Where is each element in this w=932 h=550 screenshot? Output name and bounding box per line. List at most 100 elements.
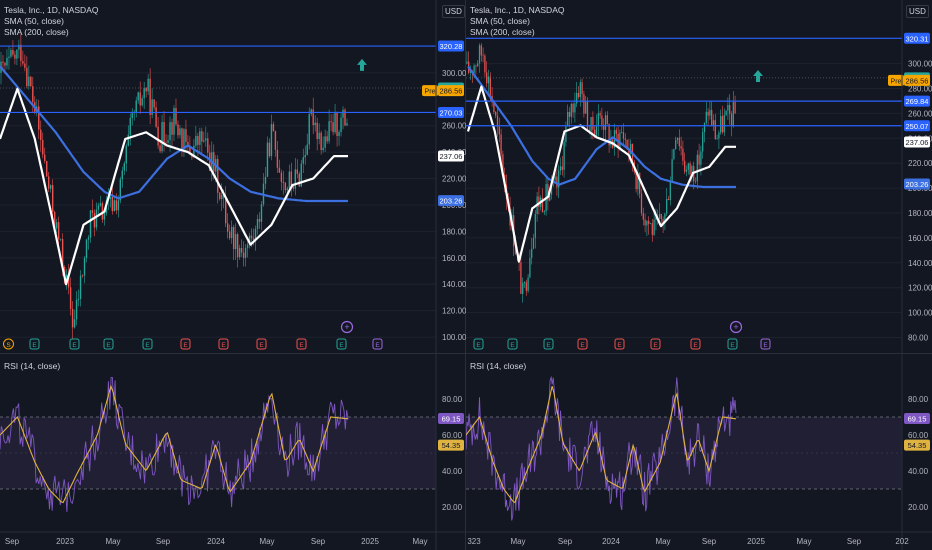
candle-body bbox=[71, 308, 74, 328]
rsi-badge-bg[interactable] bbox=[438, 413, 464, 425]
symbol-title[interactable]: Tesla, Inc., 1D, NASDAQ bbox=[470, 5, 565, 15]
pre-price-badge-bg[interactable] bbox=[904, 74, 930, 86]
candle-body bbox=[312, 109, 314, 126]
candle-body bbox=[682, 148, 684, 161]
sma50-line[interactable] bbox=[466, 85, 736, 263]
event-marker-icon[interactable] bbox=[29, 338, 40, 350]
candle-body bbox=[734, 101, 736, 114]
green-up-arrow-icon[interactable] bbox=[357, 58, 367, 71]
candle-body bbox=[588, 129, 590, 132]
candle-body bbox=[187, 141, 189, 147]
event-marker-icon[interactable] bbox=[296, 338, 307, 350]
sma200-legend[interactable]: SMA (200, close) bbox=[470, 27, 535, 37]
green-up-arrow-icon[interactable] bbox=[753, 70, 763, 83]
sma200-line[interactable] bbox=[0, 65, 348, 203]
pre-label-bg[interactable] bbox=[888, 74, 904, 86]
event-marker-letter: E bbox=[763, 342, 768, 349]
rsi-ma-badge-bg[interactable] bbox=[904, 439, 930, 451]
price-tick-label: 100.00 bbox=[908, 309, 932, 318]
event-marker-icon[interactable] bbox=[218, 338, 229, 350]
event-marker-icon[interactable] bbox=[372, 338, 383, 350]
price-tick-label: 100.00 bbox=[442, 333, 466, 342]
event-marker-icon[interactable] bbox=[507, 338, 518, 350]
candle-body bbox=[532, 237, 535, 249]
event-marker-icon[interactable] bbox=[690, 338, 701, 350]
event-marker-icon[interactable] bbox=[650, 338, 661, 350]
hline_mid-badge-bg[interactable] bbox=[904, 95, 930, 107]
rsi-legend[interactable]: RSI (14, close) bbox=[4, 361, 61, 371]
candle-body bbox=[248, 235, 251, 245]
pane-separator[interactable] bbox=[466, 353, 932, 354]
right-chart-pane[interactable]: 300.00280.00260.00240.00220.00200.00180.… bbox=[466, 0, 932, 550]
candle-body bbox=[531, 248, 533, 259]
event-marker-icon[interactable] bbox=[256, 338, 267, 350]
candle-body bbox=[711, 109, 713, 125]
candle-body bbox=[141, 98, 143, 106]
hline_mid-badge-bg[interactable] bbox=[438, 106, 464, 118]
sma50-badge-bg[interactable] bbox=[904, 136, 930, 148]
event-marker-letter: E bbox=[693, 342, 698, 349]
right-chart-canvas[interactable]: 300.00280.00260.00240.00220.00200.00180.… bbox=[466, 0, 932, 550]
pane-separator[interactable] bbox=[0, 353, 466, 354]
plus-circle-icon[interactable] bbox=[340, 320, 354, 334]
event-marker-icon[interactable] bbox=[336, 338, 347, 350]
event-marker-icon[interactable] bbox=[727, 338, 738, 350]
rsi-badge-bg[interactable] bbox=[904, 413, 930, 425]
rsi-legend[interactable]: RSI (14, close) bbox=[470, 361, 527, 371]
sma200-line[interactable] bbox=[467, 65, 736, 189]
sma50-line[interactable] bbox=[0, 87, 348, 286]
candle-body bbox=[604, 115, 607, 130]
sma50-legend[interactable]: SMA (50, close) bbox=[4, 16, 64, 26]
rsi-ma-line[interactable] bbox=[0, 384, 349, 504]
candle-body bbox=[272, 124, 275, 132]
candle-body bbox=[334, 112, 336, 133]
event-marker-icon[interactable] bbox=[3, 338, 14, 350]
sma200-badge-bg[interactable] bbox=[438, 195, 464, 207]
event-marker-icon[interactable] bbox=[473, 338, 484, 350]
candle-body bbox=[246, 244, 249, 248]
price-tick-label: 300.00 bbox=[442, 69, 466, 78]
event-marker-icon[interactable] bbox=[760, 338, 771, 350]
event-marker-icon[interactable] bbox=[577, 338, 588, 350]
event-marker-icon[interactable] bbox=[180, 338, 191, 350]
rsi-line[interactable] bbox=[466, 375, 737, 521]
candle-body bbox=[73, 319, 76, 328]
candle-body bbox=[486, 72, 488, 84]
candle-body bbox=[83, 257, 86, 276]
rsi-line[interactable] bbox=[0, 376, 349, 512]
currency-label[interactable]: USD bbox=[442, 5, 465, 18]
event-marker-icon[interactable] bbox=[69, 338, 80, 350]
event-marker-icon[interactable] bbox=[142, 338, 153, 350]
candle-body bbox=[723, 115, 725, 133]
left-chart-canvas[interactable]: 300.00260.00240.00220.00200.00180.00160.… bbox=[0, 0, 466, 550]
candle-body bbox=[294, 169, 296, 189]
left-chart-pane[interactable]: 300.00260.00240.00220.00200.00180.00160.… bbox=[0, 0, 466, 550]
event-marker-icon[interactable] bbox=[614, 338, 625, 350]
currency-label[interactable]: USD bbox=[906, 5, 929, 18]
candle-body bbox=[559, 166, 562, 171]
sma200-legend[interactable]: SMA (200, close) bbox=[4, 27, 69, 37]
event-marker-icon[interactable] bbox=[543, 338, 554, 350]
time-axis-label: May bbox=[412, 537, 427, 546]
candle-body bbox=[520, 262, 522, 294]
rsi-ma-badge-bg[interactable] bbox=[438, 439, 464, 451]
candle-body bbox=[525, 282, 527, 291]
pre-label-bg[interactable] bbox=[422, 85, 438, 97]
candle-body bbox=[16, 49, 18, 59]
hline_top-badge-bg[interactable] bbox=[438, 40, 464, 52]
event-marker-letter: E bbox=[476, 342, 481, 349]
sma50-badge-bg[interactable] bbox=[438, 150, 464, 162]
sma50-legend[interactable]: SMA (50, close) bbox=[470, 16, 530, 26]
candle-body bbox=[549, 194, 551, 201]
event-marker-icon[interactable] bbox=[103, 338, 114, 350]
sma200-badge-bg[interactable] bbox=[904, 178, 930, 190]
candle-body bbox=[547, 184, 549, 201]
hline_top-badge-bg[interactable] bbox=[904, 32, 930, 44]
rsi-ma-line[interactable] bbox=[466, 386, 737, 504]
pre-price-badge-bg[interactable] bbox=[438, 85, 464, 97]
plus-circle-icon[interactable] bbox=[729, 320, 743, 334]
symbol-title[interactable]: Tesla, Inc., 1D, NASDAQ bbox=[4, 5, 99, 15]
hline_low-badge-bg[interactable] bbox=[904, 120, 930, 132]
candle-body bbox=[99, 203, 102, 206]
candle-body bbox=[290, 171, 293, 186]
